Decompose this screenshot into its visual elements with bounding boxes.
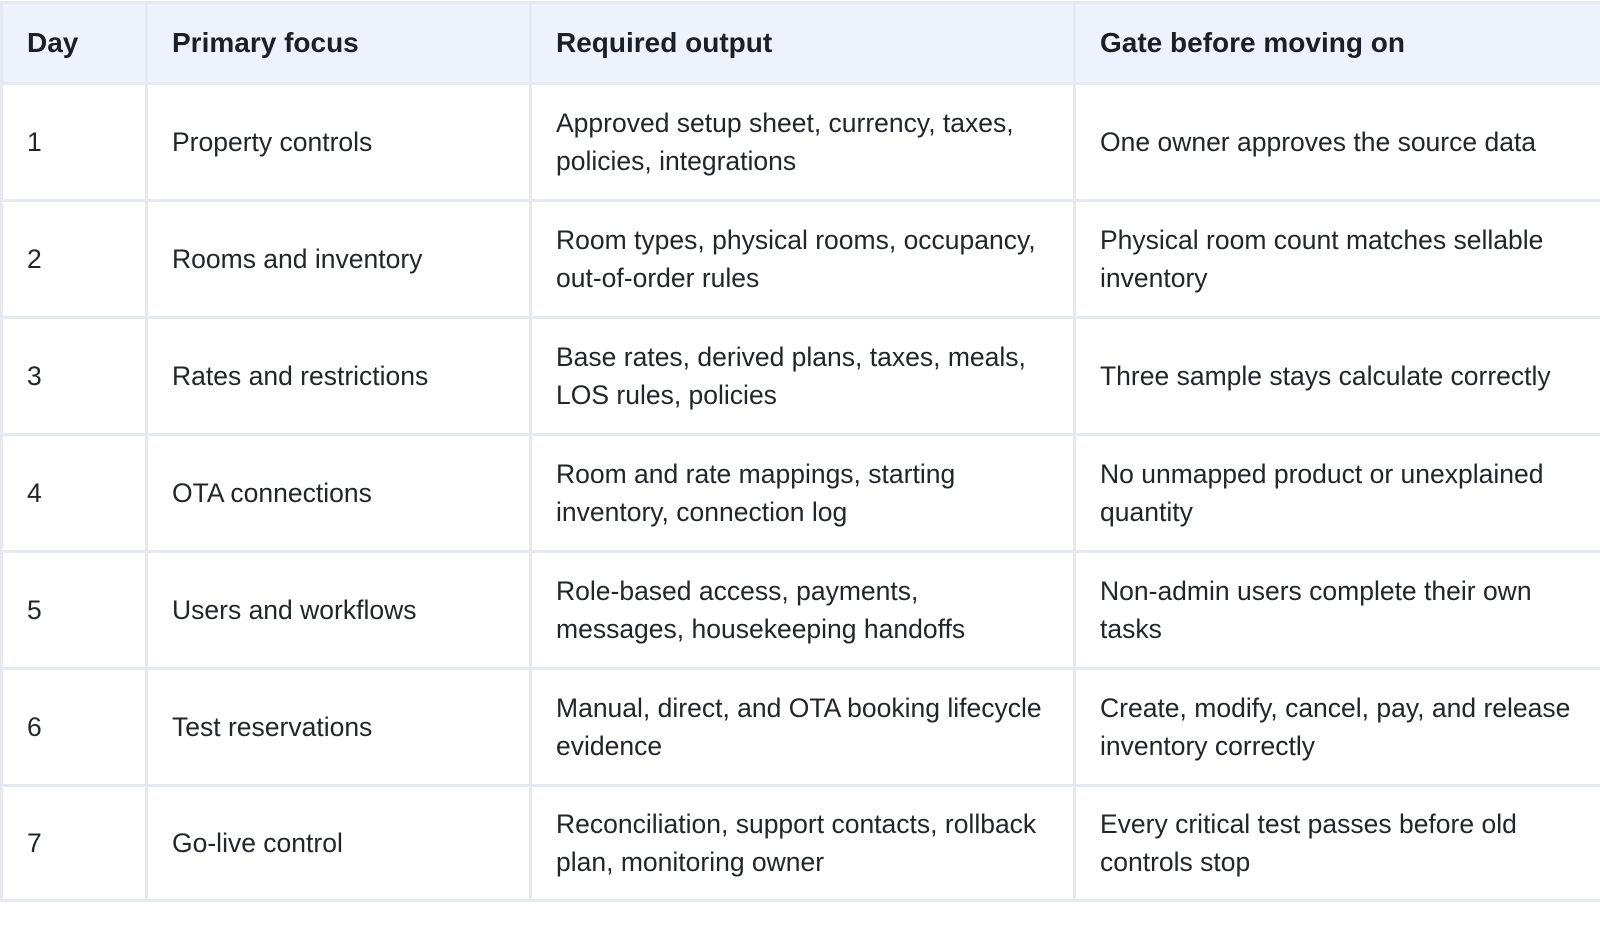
cell-required-output: Role-based access, payments, messages, h… xyxy=(531,552,1075,669)
table-row: 6 Test reservations Manual, direct, and … xyxy=(2,669,1600,786)
cell-primary-focus: Property controls xyxy=(147,84,531,201)
cell-required-output: Base rates, derived plans, taxes, meals,… xyxy=(531,318,1075,435)
table-header: Day Primary focus Required output Gate b… xyxy=(2,3,1600,84)
cell-gate: Create, modify, cancel, pay, and release… xyxy=(1075,669,1600,786)
cell-primary-focus: Test reservations xyxy=(147,669,531,786)
cell-day: 5 xyxy=(2,552,147,669)
table-row: 5 Users and workflows Role-based access,… xyxy=(2,552,1600,669)
cell-gate: Every critical test passes before old co… xyxy=(1075,786,1600,901)
header-required-output: Required output xyxy=(531,3,1075,84)
rollout-table: Day Primary focus Required output Gate b… xyxy=(0,1,1600,902)
table-row: 2 Rooms and inventory Room types, physic… xyxy=(2,201,1600,318)
cell-required-output: Room and rate mappings, starting invento… xyxy=(531,435,1075,552)
cell-gate: Physical room count matches sellable inv… xyxy=(1075,201,1600,318)
cell-day: 6 xyxy=(2,669,147,786)
cell-gate: Three sample stays calculate correctly xyxy=(1075,318,1600,435)
table-row: 1 Property controls Approved setup sheet… xyxy=(2,84,1600,201)
cell-day: 4 xyxy=(2,435,147,552)
cell-day: 1 xyxy=(2,84,147,201)
cell-gate: One owner approves the source data xyxy=(1075,84,1600,201)
table-row: 7 Go-live control Reconciliation, suppor… xyxy=(2,786,1600,901)
cell-primary-focus: Users and workflows xyxy=(147,552,531,669)
cell-gate: No unmapped product or unexplained quant… xyxy=(1075,435,1600,552)
cell-primary-focus: Rooms and inventory xyxy=(147,201,531,318)
cell-required-output: Approved setup sheet, currency, taxes, p… xyxy=(531,84,1075,201)
table-body: 1 Property controls Approved setup sheet… xyxy=(2,84,1600,901)
table-row: 4 OTA connections Room and rate mappings… xyxy=(2,435,1600,552)
cell-required-output: Reconciliation, support contacts, rollba… xyxy=(531,786,1075,901)
cell-required-output: Room types, physical rooms, occupancy, o… xyxy=(531,201,1075,318)
header-row: Day Primary focus Required output Gate b… xyxy=(2,3,1600,84)
cell-day: 3 xyxy=(2,318,147,435)
table-row: 3 Rates and restrictions Base rates, der… xyxy=(2,318,1600,435)
header-day: Day xyxy=(2,3,147,84)
cell-gate: Non-admin users complete their own tasks xyxy=(1075,552,1600,669)
cell-primary-focus: Go-live control xyxy=(147,786,531,901)
header-gate: Gate before moving on xyxy=(1075,3,1600,84)
header-primary-focus: Primary focus xyxy=(147,3,531,84)
cell-day: 7 xyxy=(2,786,147,901)
cell-primary-focus: OTA connections xyxy=(147,435,531,552)
cell-primary-focus: Rates and restrictions xyxy=(147,318,531,435)
cell-required-output: Manual, direct, and OTA booking lifecycl… xyxy=(531,669,1075,786)
cell-day: 2 xyxy=(2,201,147,318)
